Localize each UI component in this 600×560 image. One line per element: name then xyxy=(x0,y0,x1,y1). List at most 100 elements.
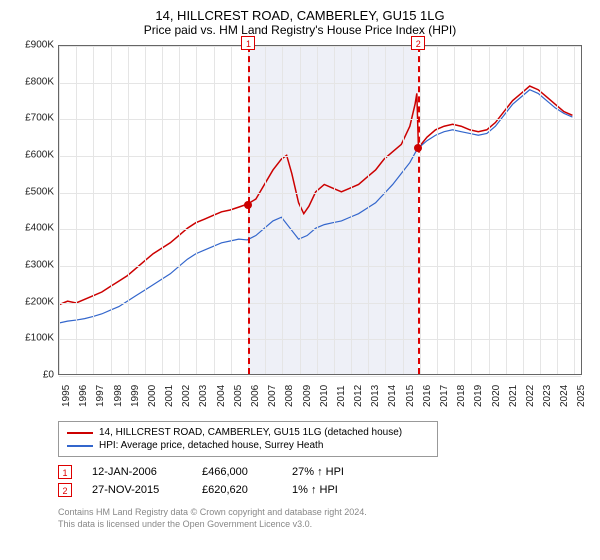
gridline-v xyxy=(145,46,146,374)
sales-pct: 1% ↑ HPI xyxy=(292,484,372,496)
legend-row: HPI: Average price, detached house, Surr… xyxy=(67,439,429,452)
x-tick-label: 2010 xyxy=(319,385,330,407)
x-tick-label: 2004 xyxy=(216,385,227,407)
gridline-v xyxy=(557,46,558,374)
plot: 12 xyxy=(58,45,582,375)
x-tick-label: 2005 xyxy=(233,385,244,407)
x-tick-label: 2000 xyxy=(147,385,158,407)
x-tick-label: 2024 xyxy=(559,385,570,407)
chart-title: 14, HILLCREST ROAD, CAMBERLEY, GU15 1LG xyxy=(10,8,590,23)
gridline-h xyxy=(59,46,581,47)
gridline-v xyxy=(231,46,232,374)
x-tick-label: 2007 xyxy=(267,385,278,407)
footnote-line: This data is licensed under the Open Gov… xyxy=(58,519,590,531)
gridline-h xyxy=(59,303,581,304)
gridline-v xyxy=(196,46,197,374)
chart-container: 14, HILLCREST ROAD, CAMBERLEY, GU15 1LG … xyxy=(0,0,600,560)
x-tick-label: 2017 xyxy=(439,385,450,407)
gridline-h xyxy=(59,156,581,157)
x-tick-label: 2018 xyxy=(456,385,467,407)
footnote: Contains HM Land Registry data © Crown c… xyxy=(58,507,590,530)
gridline-v xyxy=(506,46,507,374)
gridline-v xyxy=(574,46,575,374)
x-tick-label: 2003 xyxy=(198,385,209,407)
x-tick-label: 2015 xyxy=(405,385,416,407)
sale-marker-box: 1 xyxy=(241,36,255,50)
gridline-v xyxy=(128,46,129,374)
x-tick-label: 2025 xyxy=(576,385,587,407)
gridline-v xyxy=(471,46,472,374)
x-tick-label: 2009 xyxy=(302,385,313,407)
x-tick-label: 2008 xyxy=(284,385,295,407)
gridline-v xyxy=(59,46,60,374)
x-tick-label: 2012 xyxy=(353,385,364,407)
x-tick-label: 2022 xyxy=(525,385,536,407)
x-tick-label: 1998 xyxy=(113,385,124,407)
gridline-v xyxy=(523,46,524,374)
gridline-v xyxy=(76,46,77,374)
legend-swatch xyxy=(67,445,93,447)
y-tick-label: £700K xyxy=(25,113,54,124)
gridline-v xyxy=(540,46,541,374)
x-tick-label: 2011 xyxy=(336,385,347,407)
sales-pct: 27% ↑ HPI xyxy=(292,466,372,478)
gridline-h xyxy=(59,83,581,84)
gridline-v xyxy=(454,46,455,374)
sales-marker: 1 xyxy=(58,465,72,479)
y-tick-label: £500K xyxy=(25,186,54,197)
legend-label: HPI: Average price, detached house, Surr… xyxy=(99,440,323,451)
gridline-v xyxy=(351,46,352,374)
gridline-v xyxy=(437,46,438,374)
x-tick-label: 2016 xyxy=(422,385,433,407)
x-tick-label: 1999 xyxy=(130,385,141,407)
y-axis: £0£100K£200K£300K£400K£500K£600K£700K£80… xyxy=(10,45,56,375)
gridline-v xyxy=(265,46,266,374)
gridline-v xyxy=(179,46,180,374)
sales-marker: 2 xyxy=(58,483,72,497)
sales-date: 27-NOV-2015 xyxy=(92,484,182,496)
gridline-v xyxy=(385,46,386,374)
y-tick-label: £300K xyxy=(25,260,54,271)
legend-swatch xyxy=(67,432,93,434)
sales-price: £466,000 xyxy=(202,466,272,478)
gridline-v xyxy=(162,46,163,374)
x-tick-label: 2020 xyxy=(491,385,502,407)
sale-marker-line xyxy=(418,36,420,374)
gridline-h xyxy=(59,193,581,194)
gridline-v xyxy=(403,46,404,374)
x-tick-label: 2013 xyxy=(370,385,381,407)
sale-marker-dot xyxy=(244,201,252,209)
sale-marker-box: 2 xyxy=(411,36,425,50)
chart-area: £0£100K£200K£300K£400K£500K£600K£700K£80… xyxy=(10,45,590,415)
gridline-v xyxy=(368,46,369,374)
x-tick-label: 2006 xyxy=(250,385,261,407)
x-axis: 1995 1996 1997 1998 1999 2000 2001 2002 2003 2004… xyxy=(58,377,582,415)
sales-table: 112-JAN-2006£466,00027% ↑ HPI227-NOV-201… xyxy=(58,463,590,499)
gridline-h xyxy=(59,266,581,267)
y-tick-label: £600K xyxy=(25,150,54,161)
x-tick-label: 1997 xyxy=(95,385,106,407)
x-tick-label: 1995 xyxy=(61,385,72,407)
gridline-v xyxy=(317,46,318,374)
chart-subtitle: Price paid vs. HM Land Registry's House … xyxy=(10,23,590,37)
y-tick-label: £100K xyxy=(25,333,54,344)
gridline-v xyxy=(111,46,112,374)
y-tick-label: £400K xyxy=(25,223,54,234)
x-tick-label: 1996 xyxy=(78,385,89,407)
gridline-h xyxy=(59,119,581,120)
y-tick-label: £900K xyxy=(25,40,54,51)
gridline-v xyxy=(282,46,283,374)
gridline-h xyxy=(59,339,581,340)
x-tick-label: 2014 xyxy=(387,385,398,407)
footnote-line: Contains HM Land Registry data © Crown c… xyxy=(58,507,590,519)
gridline-v xyxy=(214,46,215,374)
sales-row: 227-NOV-2015£620,6201% ↑ HPI xyxy=(58,481,590,499)
legend-row: 14, HILLCREST ROAD, CAMBERLEY, GU15 1LG … xyxy=(67,426,429,439)
x-tick-label: 2001 xyxy=(164,385,175,407)
legend: 14, HILLCREST ROAD, CAMBERLEY, GU15 1LG … xyxy=(58,421,438,457)
x-tick-label: 2002 xyxy=(181,385,192,407)
y-tick-label: £0 xyxy=(43,370,54,381)
gridline-h xyxy=(59,229,581,230)
sales-row: 112-JAN-2006£466,00027% ↑ HPI xyxy=(58,463,590,481)
gridline-v xyxy=(489,46,490,374)
